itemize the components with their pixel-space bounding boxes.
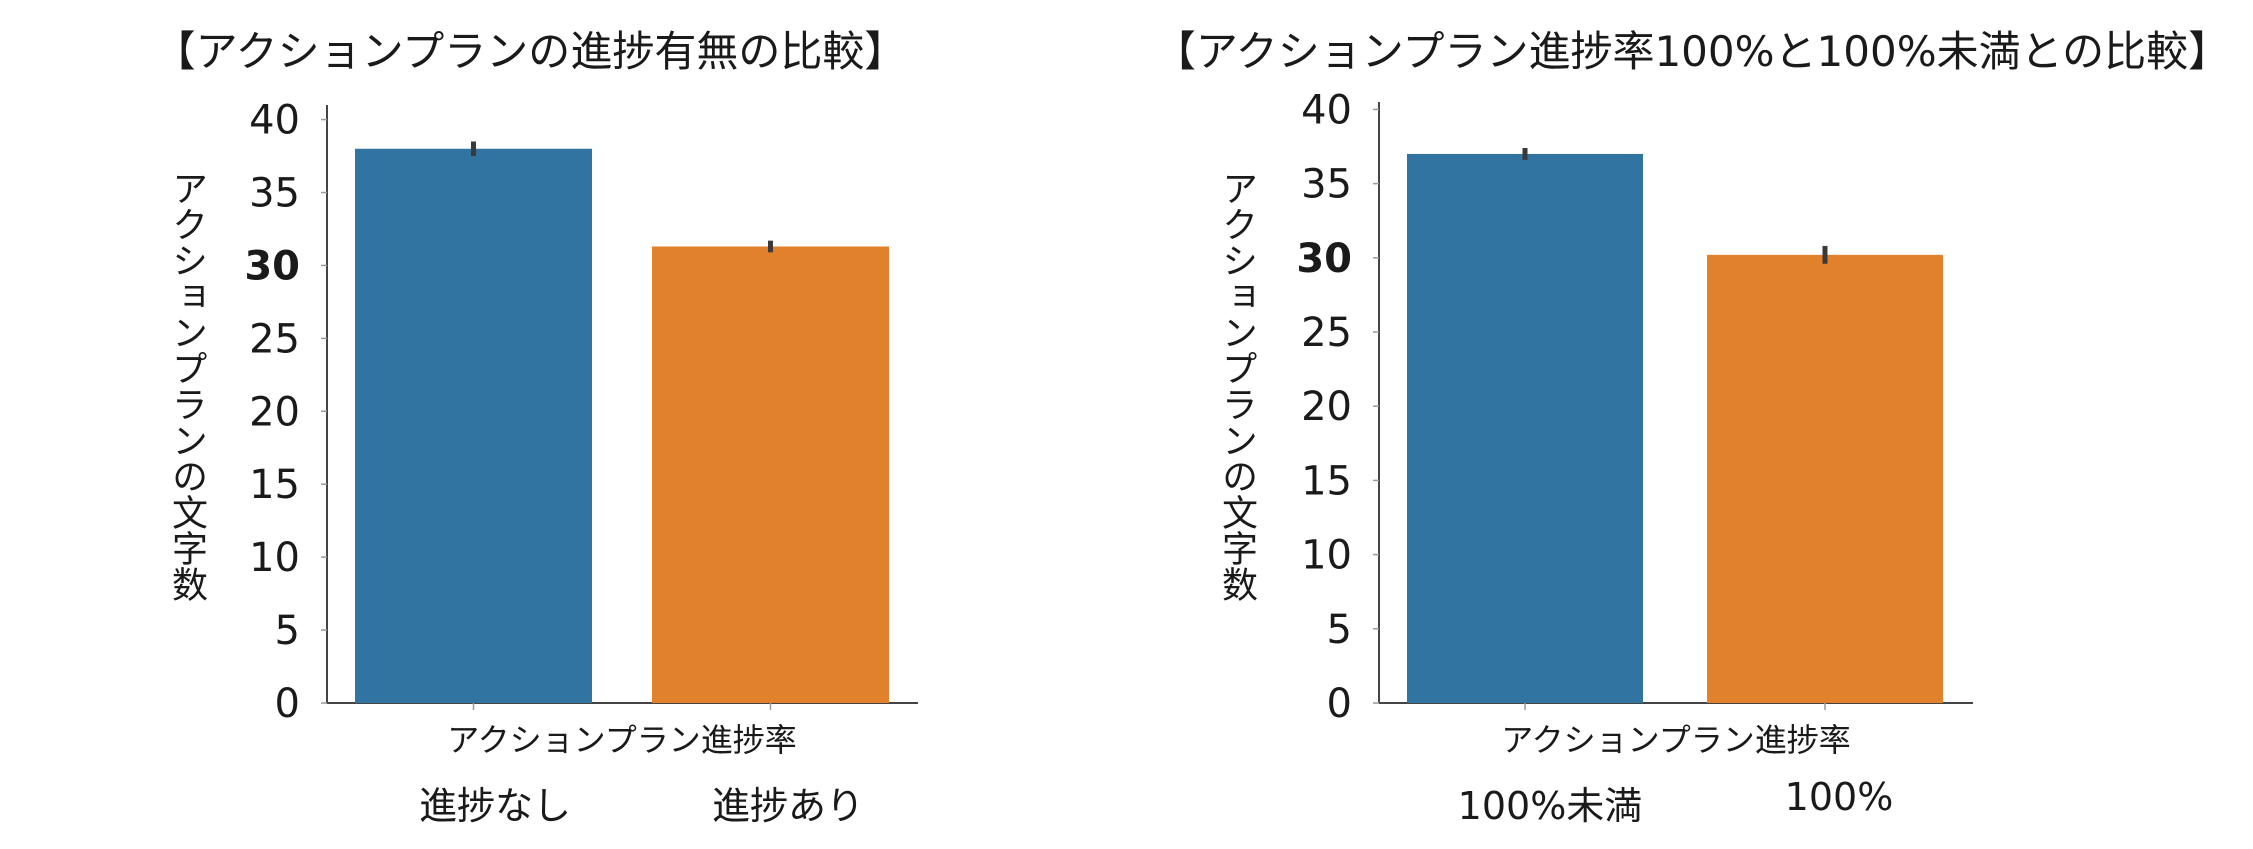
y-tick-label: 25 [1301, 310, 1352, 356]
y-tick-label: 15 [249, 462, 300, 508]
category-label: 100% [1784, 775, 1894, 819]
y-tick-label: 0 [275, 681, 300, 727]
y-tick-label: 5 [1327, 607, 1352, 653]
y-tick-label: 30 [1296, 236, 1352, 282]
y-tick-label: 10 [1301, 533, 1352, 579]
y-axis-label: アクションプランの文字数 [166, 170, 207, 602]
y-tick-label: 10 [249, 535, 300, 581]
chart-left: 【アクションプランの進捗有無の比較】 アクションプランの文字数 0 5 10 15 20… [153, 27, 918, 828]
y-tick-label: 20 [249, 389, 300, 435]
bar [1407, 153, 1643, 703]
chart-title: 【アクションプランの進捗有無の比較】 [153, 27, 907, 76]
bar [1707, 254, 1943, 703]
y-axis-label: アクションプランの文字数 [1216, 170, 1257, 602]
y-tick-label: 15 [1301, 458, 1352, 504]
y-tick-label: 35 [249, 171, 300, 217]
y-tick-label: 30 [244, 243, 300, 289]
plot-area: 0 5 10 15 20 25 30 35 40 アクションプラン進捗率 [244, 98, 918, 759]
y-tick-label: 5 [275, 608, 300, 654]
bar [355, 148, 592, 703]
chart-right: 【アクションプラン進捗率100%と100%未満との比較】 アクションプランの文字… [1127, 0, 2253, 849]
y-tick-label: 35 [1301, 162, 1352, 208]
category-label: 進捗なし [418, 784, 571, 828]
category-label: 進捗あり [711, 784, 864, 828]
x-axis-label: アクションプラン進捗率 [447, 721, 796, 759]
y-tick-label: 0 [1327, 681, 1352, 727]
chart-title: 【アクションプラン進捗率100%と100%未満との比較】 [1153, 27, 2231, 76]
x-axis-label: アクションプラン進捗率 [1501, 721, 1850, 759]
y-tick-label: 25 [249, 316, 300, 362]
bar [652, 246, 889, 704]
category-label: 100%未満 [1457, 784, 1643, 828]
y-tick-label: 20 [1301, 384, 1352, 430]
y-tick-label: 40 [1301, 87, 1352, 133]
y-tick-label: 40 [249, 98, 300, 144]
plot-area: 0 5 10 15 20 25 30 35 40 アクションプラン進捗率 [1296, 87, 1973, 759]
